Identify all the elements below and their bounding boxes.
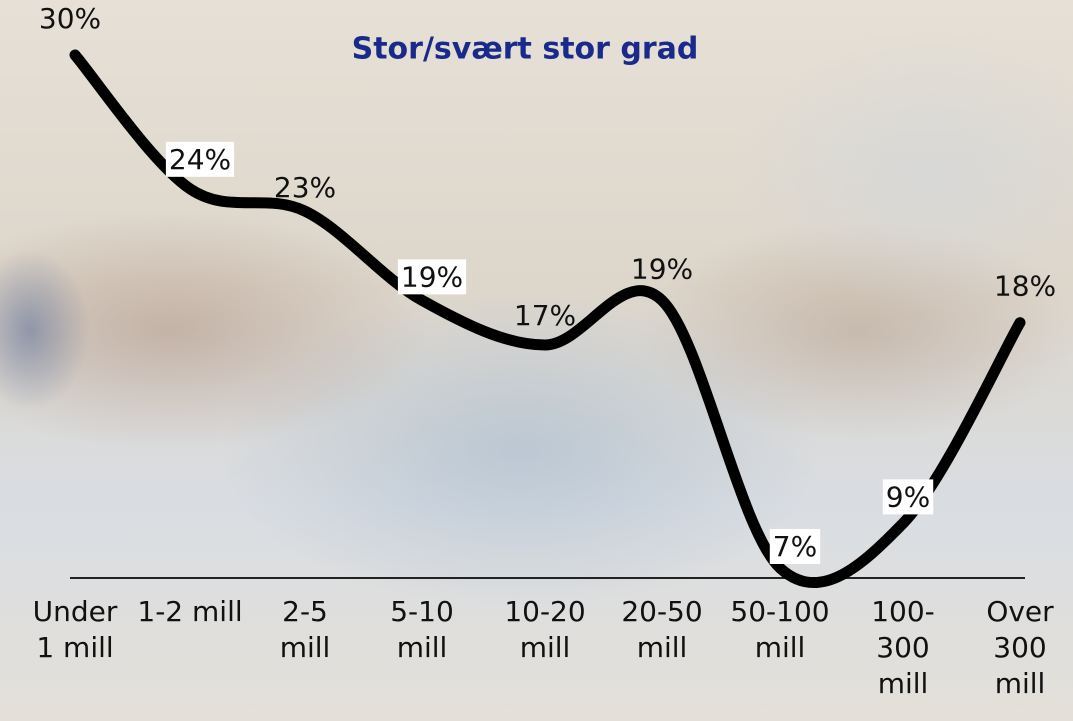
- x-tick-label: Under 1 mill: [32, 595, 118, 664]
- x-tick-label: 1-2 mill: [137, 595, 243, 628]
- value-label: 9%: [886, 480, 930, 513]
- x-tick-label: 50-100 mill: [730, 595, 830, 664]
- value-label: 18%: [994, 270, 1056, 303]
- x-tick-label: 5-10 mill: [390, 595, 454, 664]
- x-tick-label: 100-300 mill: [871, 595, 935, 700]
- label-box: [769, 529, 821, 564]
- x-tick-label: 10-20 mill: [504, 595, 586, 664]
- chart-title: Stor/svært stor grad: [352, 32, 699, 67]
- label-box: [165, 141, 235, 177]
- line: [69, 49, 1026, 589]
- value-label: 24%: [169, 143, 231, 176]
- value-label: 17%: [514, 299, 576, 332]
- value-label: 30%: [39, 2, 101, 35]
- value-label: 19%: [401, 260, 463, 293]
- label-box: [397, 259, 467, 295]
- label-box: [882, 479, 934, 515]
- x-tick-label: 2-5 mill: [279, 595, 331, 664]
- value-label: 23%: [274, 171, 336, 204]
- value-label: 7%: [773, 530, 817, 563]
- x-tick-label: Over 300 mill: [986, 595, 1054, 700]
- value-label: 19%: [631, 252, 693, 285]
- x-tick-label: 20-50 mill: [621, 595, 703, 664]
